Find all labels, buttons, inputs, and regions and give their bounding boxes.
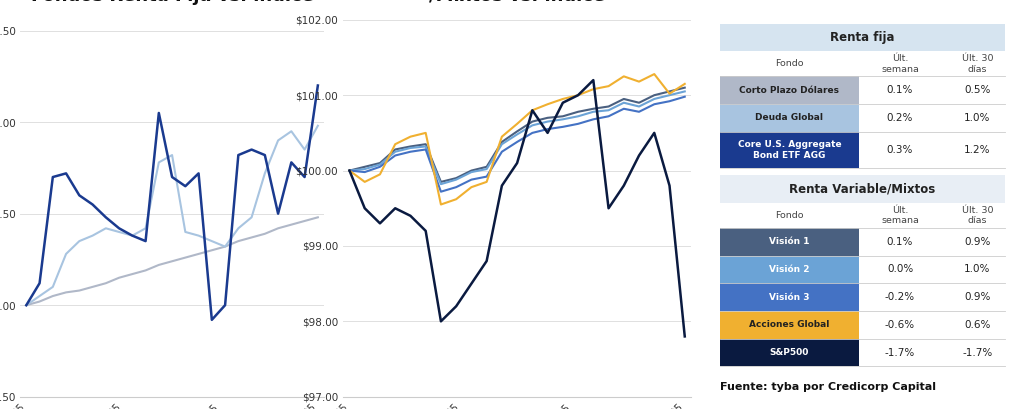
- Text: S&P500: S&P500: [770, 348, 809, 357]
- Text: Fondo: Fondo: [775, 211, 804, 220]
- Text: 1.0%: 1.0%: [965, 265, 990, 274]
- Bar: [720, 132, 859, 169]
- Text: -0.6%: -0.6%: [885, 320, 915, 330]
- Text: Renta fija: Renta fija: [829, 31, 894, 44]
- Text: Deuda Global: Deuda Global: [756, 113, 823, 123]
- Title: Fondos Renta Variable
/Mixtos vs. índice: Fondos Renta Variable /Mixtos vs. índice: [403, 0, 631, 5]
- Text: 0.1%: 0.1%: [887, 85, 913, 95]
- Text: Visión 2: Visión 2: [769, 265, 810, 274]
- Bar: [720, 311, 859, 339]
- Text: Últ. 30
días: Últ. 30 días: [962, 206, 993, 225]
- Text: 0.9%: 0.9%: [965, 292, 990, 302]
- Text: Acciones Global: Acciones Global: [750, 320, 829, 329]
- Text: 0.1%: 0.1%: [887, 237, 913, 247]
- Bar: [720, 76, 1005, 104]
- Text: Últ.
semana: Últ. semana: [881, 206, 919, 225]
- Bar: [720, 104, 859, 132]
- Text: 0.0%: 0.0%: [887, 265, 913, 274]
- Text: 0.9%: 0.9%: [965, 237, 990, 247]
- Text: -0.2%: -0.2%: [885, 292, 915, 302]
- Text: Visión 1: Visión 1: [769, 237, 810, 246]
- Text: 1.2%: 1.2%: [965, 145, 990, 155]
- Bar: [720, 24, 1005, 52]
- Text: Visión 3: Visión 3: [769, 293, 810, 302]
- Text: -1.7%: -1.7%: [885, 348, 915, 357]
- Text: Core U.S. Aggregate
Bond ETF AGG: Core U.S. Aggregate Bond ETF AGG: [737, 140, 841, 160]
- Bar: [720, 256, 859, 283]
- Text: 0.2%: 0.2%: [887, 113, 913, 123]
- Bar: [720, 228, 859, 256]
- Text: 0.3%: 0.3%: [887, 145, 913, 155]
- Text: Renta Variable/Mixtos: Renta Variable/Mixtos: [790, 183, 935, 196]
- Bar: [720, 76, 859, 104]
- Text: 0.5%: 0.5%: [965, 85, 990, 95]
- Bar: [720, 104, 1005, 132]
- Text: -1.7%: -1.7%: [963, 348, 992, 357]
- Bar: [720, 339, 859, 366]
- Text: 1.0%: 1.0%: [965, 113, 990, 123]
- Bar: [720, 175, 1005, 203]
- Text: Últ.
semana: Últ. semana: [881, 54, 919, 74]
- Title: Fondos Renta Fija vs. índice: Fondos Renta Fija vs. índice: [31, 0, 313, 5]
- Bar: [720, 132, 1005, 169]
- Text: Corto Plazo Dólares: Corto Plazo Dólares: [739, 86, 840, 95]
- Text: Fuente: tyba por Credicorp Capital: Fuente: tyba por Credicorp Capital: [720, 382, 936, 392]
- Text: Fondo: Fondo: [775, 59, 804, 68]
- Text: Últ. 30
días: Últ. 30 días: [962, 54, 993, 74]
- Bar: [720, 283, 859, 311]
- Text: 0.6%: 0.6%: [965, 320, 990, 330]
